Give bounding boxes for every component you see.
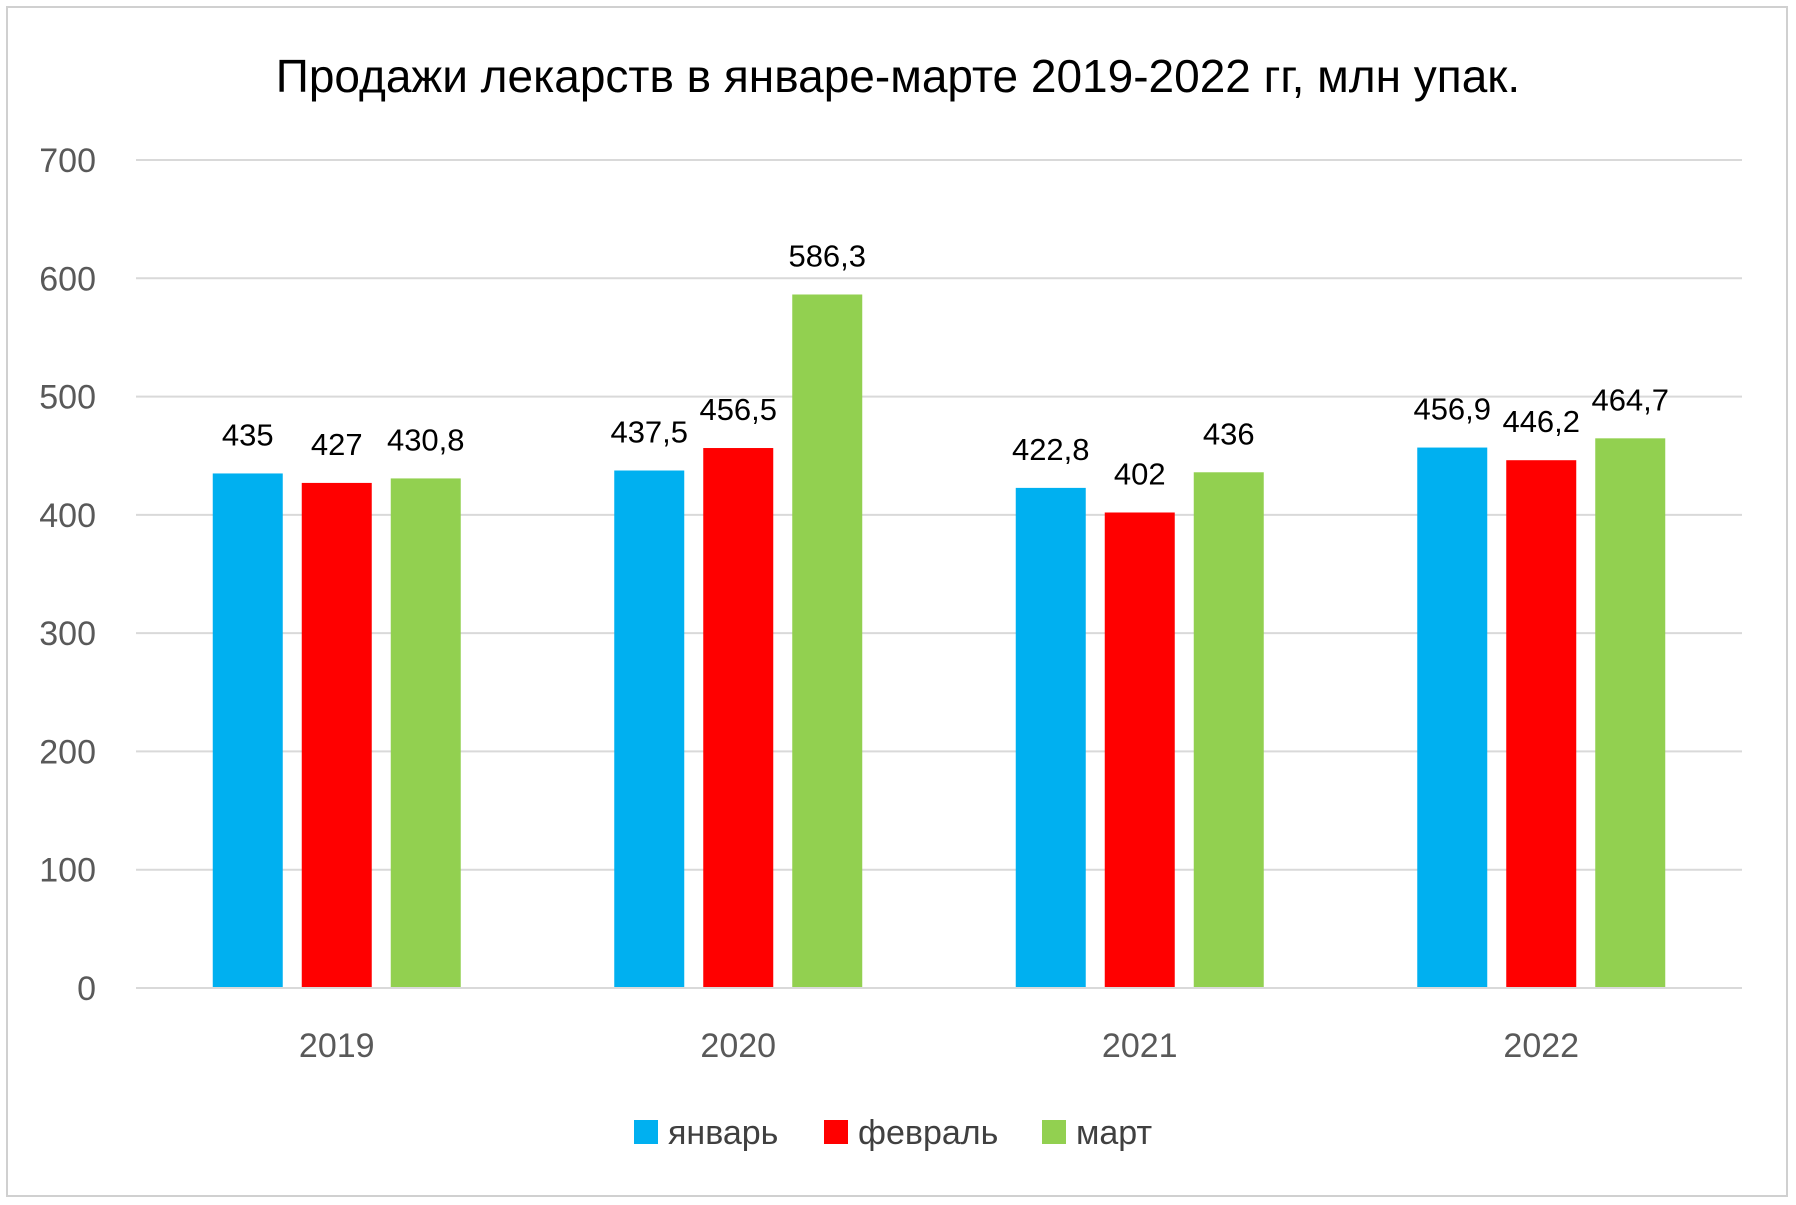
bar-февраль-2020 <box>703 448 774 988</box>
x-tick-label: 2022 <box>1503 1027 1579 1065</box>
bars <box>212 294 1666 989</box>
bar-январь-2021 <box>1015 487 1086 988</box>
data-labels: 435 427 430,8 437,5 456,5 586,3 422,8 402 436 456… <box>222 238 1669 491</box>
bar-февраль-2019 <box>301 482 372 988</box>
legend-swatch-март <box>1042 1120 1066 1144</box>
data-label: 427 <box>311 427 363 462</box>
data-label: 446,2 <box>1502 404 1580 439</box>
bar-январь-2020 <box>614 470 685 988</box>
data-label: 456,9 <box>1413 392 1491 427</box>
legend-label-февраль: февраль <box>858 1114 998 1152</box>
data-label: 437,5 <box>610 415 688 450</box>
x-tick-label: 2020 <box>700 1027 776 1065</box>
bar-январь-2019 <box>212 473 283 988</box>
data-label: 422,8 <box>1012 432 1090 467</box>
data-label: 456,5 <box>699 392 777 427</box>
data-label: 436 <box>1203 416 1255 451</box>
y-tick-label: 100 <box>39 852 96 890</box>
data-label: 586,3 <box>788 238 866 273</box>
data-label: 430,8 <box>387 422 465 457</box>
y-tick-label: 300 <box>39 615 96 653</box>
x-tick-label: 2021 <box>1102 1027 1178 1065</box>
bar-февраль-2021 <box>1104 512 1175 988</box>
bar-январь-2022 <box>1417 447 1488 988</box>
bar-март-2021 <box>1193 472 1264 988</box>
bar-март-2020 <box>792 294 863 988</box>
y-axis: 0 100 200 300 400 500 600 700 <box>39 142 96 1008</box>
bar-март-2022 <box>1595 438 1666 988</box>
bar-февраль-2022 <box>1506 460 1577 989</box>
y-tick-label: 600 <box>39 260 96 298</box>
legend-swatch-февраль <box>824 1120 848 1144</box>
y-tick-label: 700 <box>39 142 96 180</box>
y-tick-label: 200 <box>39 733 96 771</box>
x-axis: 2019 2020 2021 2022 <box>136 987 1742 1065</box>
legend-swatch-январь <box>634 1120 658 1144</box>
y-tick-label: 400 <box>39 497 96 535</box>
bar-март-2019 <box>390 478 461 988</box>
y-tick-label: 500 <box>39 379 96 417</box>
chart-title: Продажи лекарств в январе-марте 2019-202… <box>276 50 1520 102</box>
y-tick-label: 0 <box>77 970 96 1008</box>
legend-label-январь: январь <box>668 1114 778 1152</box>
x-tick-label: 2019 <box>299 1027 375 1065</box>
legend-label-март: март <box>1076 1114 1152 1152</box>
legend: январь февраль март <box>634 1114 1152 1152</box>
data-label: 435 <box>222 417 274 452</box>
gridlines <box>136 159 1742 989</box>
data-label: 402 <box>1114 456 1166 491</box>
data-label: 464,7 <box>1591 382 1669 417</box>
